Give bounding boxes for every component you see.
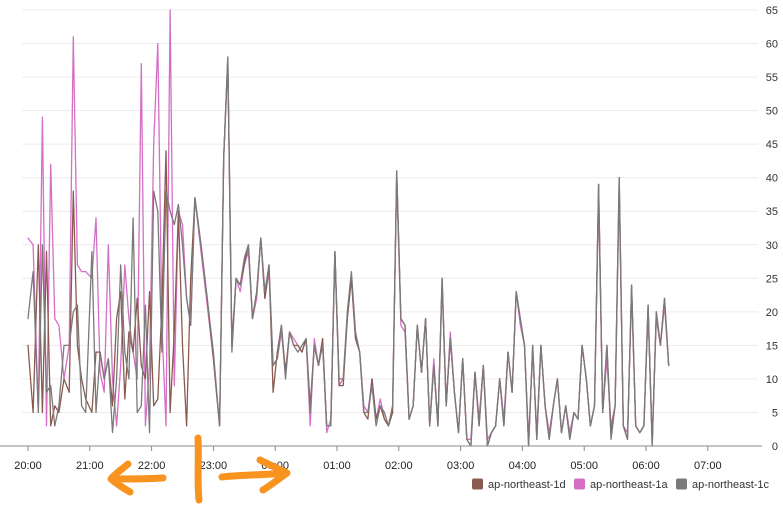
y-tick-label: 35: [766, 206, 778, 218]
legend-label: ap-northeast-1a: [590, 479, 669, 491]
y-tick-label: 55: [766, 72, 778, 84]
annotation-bar: [194, 434, 203, 504]
legend-label: ap-northeast-1d: [488, 479, 566, 491]
legend: ap-northeast-1d ap-northeast-1a ap-northea…: [472, 478, 770, 492]
legend-swatch: [472, 478, 483, 490]
x-tick-label: 06:00: [632, 460, 660, 472]
y-tick-label: 15: [766, 340, 778, 352]
axis-layer: 0 5 10 15 20 25 30 35 40 45 50 55 60 65 20:00 21:00 22:0…: [0, 5, 778, 472]
x-tick-label: 01:00: [323, 460, 351, 472]
y-tick-label: 50: [766, 106, 778, 118]
legend-item[interactable]: ap-northeast-1d: [472, 478, 566, 492]
annotation-arrow-right: [218, 456, 291, 494]
series-layer: [27, 9, 670, 447]
x-tick-label: 02:00: [385, 460, 413, 472]
legend-item[interactable]: ap-northeast-1a: [574, 478, 669, 492]
x-tick-label: 23:00: [200, 460, 228, 472]
x-tick-label: 07:00: [694, 460, 722, 472]
y-tick-label: 65: [766, 5, 778, 17]
y-tick-label: 0: [772, 441, 778, 453]
legend-swatch: [676, 478, 687, 490]
x-tick-label: 03:00: [447, 460, 475, 472]
series-line-ap-northeast-1d: [27, 56, 670, 447]
legend-label: ap-northeast-1c: [692, 479, 770, 491]
x-tick-label: 05:00: [570, 460, 598, 472]
x-tick-label: 22:00: [138, 460, 166, 472]
y-tick-label: 40: [766, 173, 778, 185]
grid-layer: [22, 9, 758, 413]
x-tick-label: 20:00: [14, 460, 42, 472]
y-tick-label: 20: [766, 307, 778, 319]
y-tick-label: 30: [766, 240, 778, 252]
y-tick-label: 5: [772, 407, 778, 419]
annotation-layer: [107, 434, 291, 504]
y-tick-label: 45: [766, 139, 778, 151]
y-tick-label: 25: [766, 273, 778, 285]
series-line-ap-northeast-1c: [27, 56, 670, 447]
legend-swatch: [574, 478, 585, 490]
x-tick-label: 04:00: [509, 460, 537, 472]
y-tick-label: 10: [766, 374, 778, 386]
legend-item[interactable]: ap-northeast-1c: [676, 478, 770, 492]
annotation-arrow-left: [107, 460, 167, 496]
x-tick-label: 21:00: [76, 460, 104, 472]
y-tick-label: 60: [766, 39, 778, 51]
